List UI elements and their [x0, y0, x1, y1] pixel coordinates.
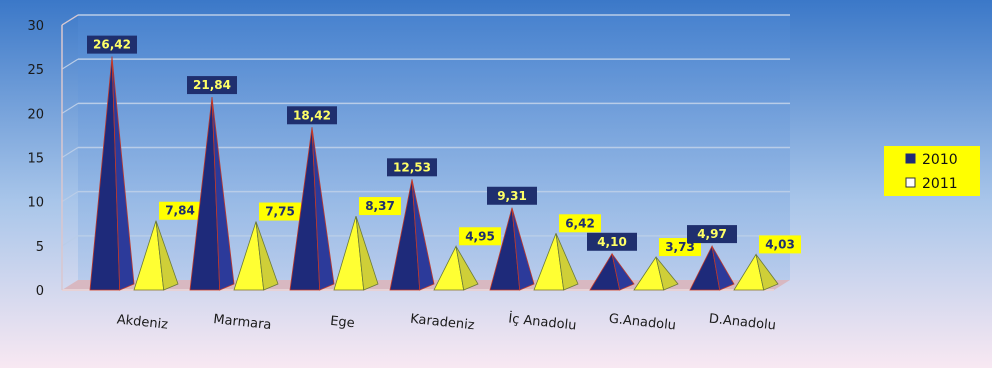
data-label-2010-box [387, 158, 437, 177]
pyramid-2011 [233, 221, 279, 291]
data-label-2011-box [159, 201, 201, 220]
data-label-2011-text: 4,03 [765, 237, 795, 251]
pyramid-2011-side-face [555, 233, 579, 291]
gridline-side [61, 58, 79, 70]
data-label-2010-box [87, 35, 137, 54]
legend-item-2011: 2011 [905, 176, 958, 192]
data-label-2010-text: 12,53 [393, 160, 431, 174]
data-label-2010: 4,10 [587, 232, 637, 251]
legend-item-2010: 2010 [905, 152, 958, 168]
data-label-2011: 4,95 [459, 227, 501, 246]
gridline-side [61, 146, 79, 159]
category-label: G.Anadolu [608, 312, 677, 334]
data-label-2011: 4,03 [759, 235, 801, 254]
data-label-2010: 12,53 [387, 158, 437, 177]
pyramid-2011-side-face [155, 220, 179, 291]
legend-item-2011-label: 2011 [922, 176, 958, 192]
data-label-2010: 26,42 [87, 35, 137, 54]
legend-item-2011-swatch [905, 177, 916, 188]
pyramid-2010-side-face [611, 253, 635, 291]
pyramid-2010-side-face [511, 207, 535, 291]
data-label-2010-text: 4,10 [597, 235, 627, 249]
data-label-2010: 18,42 [287, 106, 337, 125]
data-label-2010-text: 4,97 [697, 227, 727, 241]
category-label: Marmara [213, 312, 272, 333]
data-label-2010-text: 18,42 [293, 108, 331, 122]
data-label-2011-text: 7,84 [165, 204, 195, 218]
pyramid-2010 [489, 207, 535, 291]
y-tick-label: 20 [27, 107, 44, 122]
data-label-2010-text: 9,31 [497, 189, 527, 203]
data-label-2010-box [287, 106, 337, 125]
legend-box [884, 146, 980, 196]
pyramid-2010 [589, 252, 635, 291]
pyramid-2011 [433, 245, 479, 291]
y-tick-label: 15 [27, 152, 44, 167]
pyramid-2011-side-face [455, 246, 479, 291]
data-label-2011-box [759, 235, 801, 254]
y-tick-label: 30 [27, 19, 44, 34]
category-label: Ege [329, 314, 355, 331]
pyramid-2011-side-face [255, 221, 279, 291]
data-label-2011: 8,37 [359, 197, 401, 216]
pyramid-2010-side-face [211, 97, 235, 291]
pyramid-2011 [133, 220, 179, 291]
pyramid-2011 [333, 215, 379, 291]
data-label-2011: 6,42 [559, 214, 601, 233]
data-label-2011: 7,75 [259, 202, 301, 221]
pyramid-2011 [733, 253, 779, 291]
data-label-2011-text: 6,42 [565, 216, 595, 230]
legend-item-2010-swatch [905, 153, 916, 164]
y-axis-top [61, 14, 79, 26]
y-tick-label: 5 [36, 240, 44, 255]
pyramid-2010-side-face [311, 127, 335, 291]
data-label-2011-box [359, 197, 401, 216]
data-label-2011-text: 4,95 [465, 229, 495, 243]
category-label: D.Anadolu [708, 312, 777, 334]
data-label-2010-box [187, 76, 237, 95]
data-label-2011: 7,84 [159, 201, 201, 220]
pyramid-2011-side-face [355, 215, 379, 291]
pyramid-2010-side-face [411, 179, 435, 291]
data-label-2010-text: 26,42 [93, 38, 131, 52]
data-label-2011-box [259, 202, 301, 221]
category-label: İç Anadolu [508, 310, 578, 333]
data-label-2010: 4,97 [687, 225, 737, 244]
y-tick-label: 25 [27, 63, 44, 78]
data-label-2010: 21,84 [187, 76, 237, 95]
category-label: Karadeniz [410, 312, 476, 334]
data-label-2011-text: 7,75 [265, 205, 295, 219]
pyramid-2010 [689, 244, 735, 291]
data-label-2011-text: 3,73 [665, 240, 695, 254]
pyramid-2010 [389, 179, 435, 291]
data-label-2010: 9,31 [487, 186, 537, 205]
category-label: Akdeniz [116, 312, 169, 332]
legend: 2010 2011 [884, 146, 980, 196]
pyramid-2011 [633, 256, 679, 291]
gridline-side [61, 102, 79, 114]
pyramid-2010-side-face [111, 56, 135, 291]
data-label-2010-box [487, 186, 537, 205]
gridline-side [61, 191, 79, 203]
legend-item-2010-label: 2010 [922, 152, 958, 168]
pyramid-2011 [533, 233, 579, 291]
pyramid-2010 [189, 97, 235, 291]
pyramid-2011-side-face [655, 256, 679, 291]
pyramid-2010-side-face [711, 245, 735, 291]
data-label-2011-box [459, 227, 501, 246]
data-label-2010-box [687, 225, 737, 244]
y-tick-label: 0 [36, 284, 44, 299]
data-label-2011-text: 8,37 [365, 199, 395, 213]
data-label-2010-box [587, 232, 637, 251]
data-label-2011-box [559, 214, 601, 233]
pyramid-2011-side-face [755, 254, 779, 291]
pyramid-2010 [89, 56, 135, 291]
data-label-2010-text: 21,84 [193, 78, 231, 92]
gridline-side [61, 235, 79, 247]
y-tick-label: 10 [27, 196, 44, 211]
pyramid-2010 [289, 127, 335, 291]
